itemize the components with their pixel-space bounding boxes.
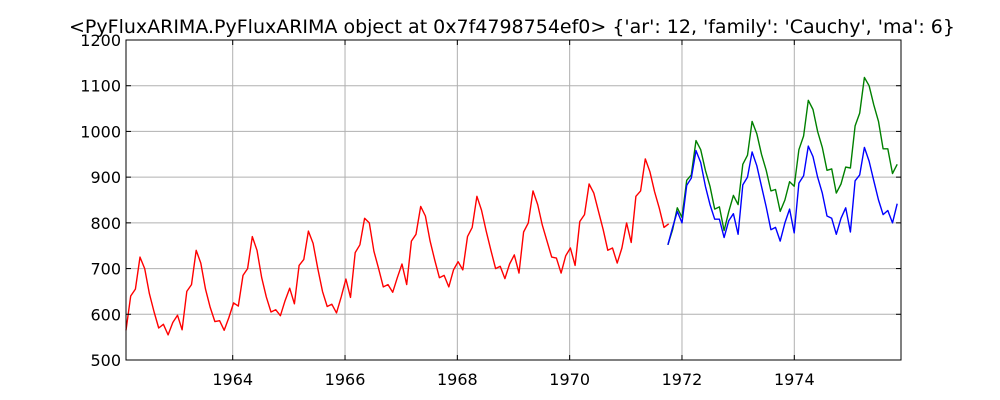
x-tick-label: 1966: [325, 370, 366, 389]
axis-ticks: [126, 39, 901, 361]
y-tick-label: 900: [90, 168, 121, 187]
y-tick-label: 600: [90, 305, 121, 324]
grid-lines: [126, 40, 901, 360]
y-tick-label: 800: [90, 214, 121, 233]
y-tick-label: 1200: [80, 31, 121, 50]
series-line-3: [667, 145, 898, 245]
x-tick-label: 1972: [662, 370, 703, 389]
y-axis-tick-labels: 500 600 700 800 900 1000 1100 1200: [80, 31, 121, 370]
x-tick-label: 1964: [212, 370, 253, 389]
y-tick-label: 1100: [80, 77, 121, 96]
plot-area: [125, 76, 898, 336]
series-line-2: [667, 76, 898, 246]
y-tick-label: 500: [90, 351, 121, 370]
y-tick-label: 700: [90, 260, 121, 279]
y-tick-label: 1000: [80, 122, 121, 141]
plot-frame: [125, 39, 902, 361]
x-tick-label: 1968: [437, 370, 478, 389]
chart-title: <PyFluxARIMA.PyFluxARIMA object at 0x7f4…: [69, 16, 955, 38]
series-line-1: [125, 158, 670, 336]
x-tick-label: 1970: [549, 370, 590, 389]
x-tick-label: 1974: [774, 370, 815, 389]
x-axis-tick-labels: 1964 1966 1968 1970 1972 1974: [212, 370, 814, 389]
